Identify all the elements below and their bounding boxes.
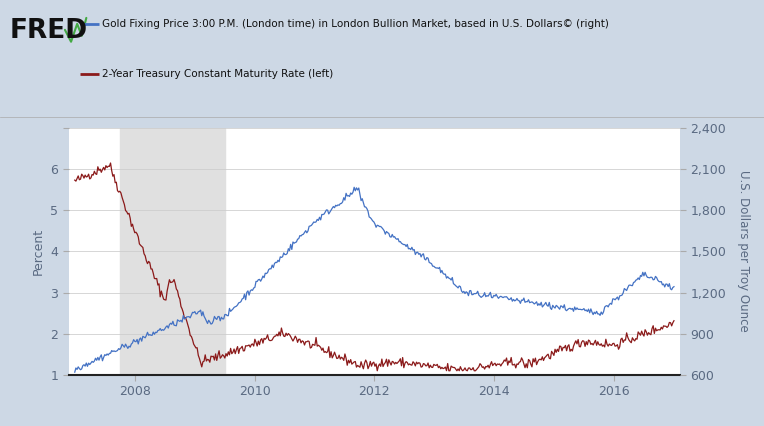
Text: Gold Fixing Price 3:00 P.M. (London time) in London Bullion Market, based in U.S: Gold Fixing Price 3:00 P.M. (London time… bbox=[102, 19, 609, 29]
Text: FRED: FRED bbox=[9, 18, 87, 44]
Y-axis label: U.S. Dollars per Troy Ounce: U.S. Dollars per Troy Ounce bbox=[737, 170, 750, 332]
Bar bbox=[120, 128, 225, 375]
Text: 2-Year Treasury Constant Maturity Rate (left): 2-Year Treasury Constant Maturity Rate (… bbox=[102, 69, 334, 79]
Y-axis label: Percent: Percent bbox=[32, 228, 45, 275]
